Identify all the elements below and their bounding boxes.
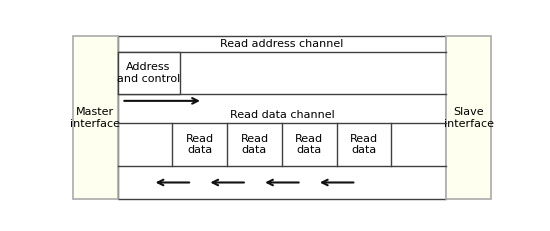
Bar xyxy=(118,36,446,199)
Text: Read address channel: Read address channel xyxy=(220,39,344,49)
Text: Read
data: Read data xyxy=(350,134,378,155)
Bar xyxy=(446,36,491,199)
Text: Read
data: Read data xyxy=(240,134,268,155)
Text: Master
interface: Master interface xyxy=(70,107,120,129)
Text: Address
and control: Address and control xyxy=(117,62,180,84)
Text: Read
data: Read data xyxy=(186,134,214,155)
Text: Slave
interface: Slave interface xyxy=(444,107,494,129)
Bar xyxy=(73,36,118,199)
Bar xyxy=(118,52,179,94)
Text: Read
data: Read data xyxy=(295,134,323,155)
Text: Read data channel: Read data channel xyxy=(229,110,334,121)
